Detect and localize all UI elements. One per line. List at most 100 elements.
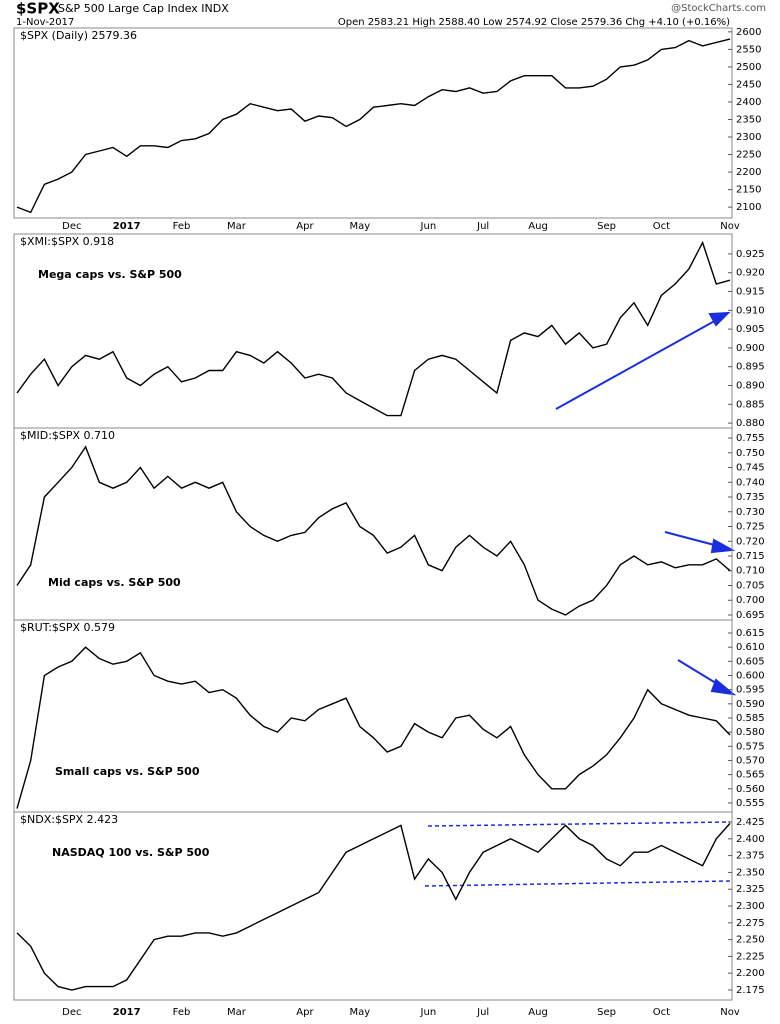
- panel-legend: $RUT:$SPX 0.579: [20, 621, 115, 634]
- panel-annotation: Mega caps vs. S&P 500: [38, 268, 182, 281]
- x-tick-label: Sep: [597, 1007, 616, 1018]
- channel-line: [424, 880, 731, 887]
- panel-frame: [13, 27, 733, 219]
- y-tick-label: 0.720: [736, 536, 765, 547]
- y-tick-label: 2400: [736, 97, 761, 108]
- y-tick-label: 0.555: [736, 798, 765, 809]
- y-tick-label: 2.225: [736, 951, 765, 962]
- channel-line: [427, 821, 731, 827]
- y-tick-label: 0.880: [736, 418, 765, 429]
- y-tick-label: 2600: [736, 27, 761, 38]
- y-tick-label: 2100: [736, 202, 761, 213]
- series-line: [16, 646, 731, 809]
- y-tick-label: 0.570: [736, 755, 765, 766]
- panel-legend: $XMI:$SPX 0.918: [20, 235, 114, 248]
- y-tick-label: 0.715: [736, 551, 765, 562]
- arrow: [555, 317, 721, 410]
- x-tick-label: Feb: [173, 221, 191, 232]
- y-tick-label: 0.735: [736, 492, 765, 503]
- x-tick-label: Aug: [528, 1007, 548, 1018]
- y-tick-label: 2300: [736, 132, 761, 143]
- y-tick-label: 0.910: [736, 305, 765, 316]
- index-name: S&P 500 Large Cap Index INDX: [58, 2, 229, 15]
- series-line: [16, 38, 731, 214]
- y-tick-label: 0.740: [736, 477, 765, 488]
- x-tick-label: Jun: [420, 221, 437, 232]
- y-tick-label: 0.895: [736, 362, 765, 373]
- panel-annotation: NASDAQ 100 vs. S&P 500: [52, 846, 210, 859]
- y-tick-label: 2550: [736, 44, 761, 55]
- y-tick-label: 0.585: [736, 713, 765, 724]
- panel-legend: $NDX:$SPX 2.423: [20, 813, 118, 826]
- y-tick-label: 0.560: [736, 784, 765, 795]
- y-tick-label: 0.610: [736, 642, 765, 653]
- panel-annotation: Mid caps vs. S&P 500: [48, 576, 181, 589]
- y-tick-label: 0.885: [736, 399, 765, 410]
- x-tick-label: Apr: [296, 221, 314, 232]
- x-tick-label: Nov: [720, 221, 740, 232]
- quote: Open 2583.21 High 2588.40 Low 2574.92 Cl…: [338, 17, 730, 28]
- y-tick-label: 0.755: [736, 433, 765, 444]
- y-tick-label: 0.605: [736, 656, 765, 667]
- y-tick-label: 2150: [736, 185, 761, 196]
- series-line: [16, 822, 731, 991]
- x-tick-label: Jul: [476, 221, 489, 232]
- date: 1-Nov-2017: [16, 17, 74, 28]
- x-tick-label: Oct: [653, 221, 670, 232]
- x-tick-label: May: [349, 1007, 370, 1018]
- y-tick-label: 2.375: [736, 851, 765, 862]
- y-tick-label: 2250: [736, 150, 761, 161]
- y-tick-label: 0.600: [736, 671, 765, 682]
- y-tick-label: 0.890: [736, 381, 765, 392]
- y-tick-label: 0.725: [736, 522, 765, 533]
- panel-legend: $MID:$SPX 0.710: [20, 429, 115, 442]
- y-tick-label: 2.425: [736, 817, 765, 828]
- y-tick-label: 0.745: [736, 463, 765, 474]
- y-tick-label: 0.920: [736, 268, 765, 279]
- x-tick-label: 2017: [113, 221, 141, 232]
- source: @StockCharts.com: [671, 3, 766, 14]
- y-tick-label: 0.615: [736, 628, 765, 639]
- y-tick-label: 0.695: [736, 610, 765, 621]
- x-tick-label: 2017: [113, 1007, 141, 1018]
- y-tick-label: 0.590: [736, 699, 765, 710]
- y-tick-label: 0.705: [736, 580, 765, 591]
- y-tick-label: 0.730: [736, 507, 765, 518]
- y-tick-label: 0.750: [736, 448, 765, 459]
- y-tick-label: 0.925: [736, 249, 765, 260]
- x-tick-label: Aug: [528, 221, 548, 232]
- annotations: [424, 311, 737, 887]
- y-tick-label: 2.175: [736, 985, 765, 996]
- y-tick-label: 2500: [736, 62, 761, 73]
- symbol: $SPX: [16, 0, 60, 18]
- x-tick-label: Dec: [62, 221, 81, 232]
- y-tick-label: 0.575: [736, 741, 765, 752]
- y-tick-label: 0.595: [736, 685, 765, 696]
- panel-legend: $SPX (Daily) 2579.36: [20, 29, 137, 42]
- x-tick-label: Jul: [476, 1007, 489, 1018]
- y-tick-label: 2350: [736, 114, 761, 125]
- y-tick-label: 2200: [736, 167, 761, 178]
- y-tick-label: 2.200: [736, 968, 765, 979]
- y-tick-label: 0.580: [736, 727, 765, 738]
- x-tick-label: Oct: [653, 1007, 670, 1018]
- x-tick-label: May: [349, 221, 370, 232]
- y-tick-label: 0.905: [736, 324, 765, 335]
- x-tick-label: Mar: [227, 1007, 247, 1018]
- x-tick-label: Dec: [62, 1007, 81, 1018]
- series-line: [16, 240, 731, 417]
- arrow-head: [708, 311, 731, 327]
- y-tick-label: 2.350: [736, 867, 765, 878]
- y-tick-label: 2.325: [736, 884, 765, 895]
- y-tick-label: 0.900: [736, 343, 765, 354]
- x-tick-label: Feb: [173, 1007, 191, 1018]
- series-line: [16, 445, 731, 616]
- x-tick-label: Sep: [597, 221, 616, 232]
- x-tick-label: Nov: [720, 1007, 740, 1018]
- arrow-head: [710, 538, 736, 554]
- arrow-head: [710, 678, 737, 696]
- y-tick-label: 0.700: [736, 595, 765, 606]
- y-tick-label: 2.300: [736, 901, 765, 912]
